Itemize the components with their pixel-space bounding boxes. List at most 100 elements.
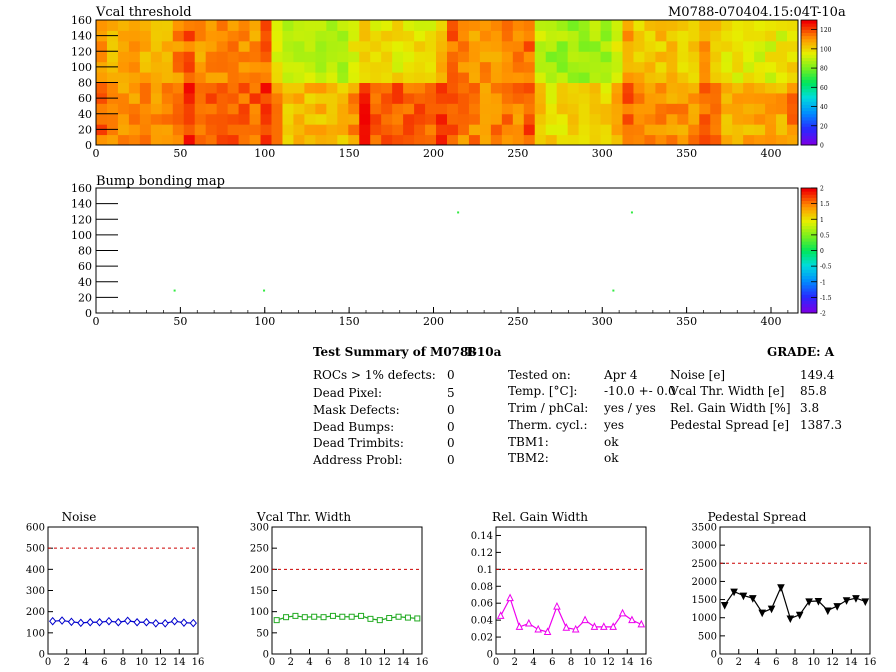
vcal-cell bbox=[205, 30, 218, 42]
bump-palette-cell bbox=[801, 284, 817, 289]
vcal-cell bbox=[117, 61, 130, 73]
vcal-cell bbox=[732, 113, 744, 125]
vcal-cell bbox=[578, 134, 591, 146]
vcal-cell bbox=[699, 124, 711, 136]
vcal-cell bbox=[183, 124, 196, 136]
vcal-cell bbox=[512, 92, 525, 104]
vcal-cell bbox=[304, 61, 316, 73]
vcal-cell bbox=[370, 124, 382, 136]
bump-palette-cell bbox=[801, 275, 817, 280]
vcal-cell bbox=[567, 20, 580, 31]
vcal-cell bbox=[403, 92, 415, 104]
vcal-cell bbox=[765, 40, 777, 52]
vcal-cell bbox=[776, 134, 788, 146]
vcal-cell bbox=[644, 113, 656, 125]
vcal-ytick-label: 140 bbox=[71, 30, 92, 43]
vcal-cell bbox=[227, 124, 240, 136]
vcal-cell bbox=[501, 40, 514, 52]
vcal-cell bbox=[622, 40, 634, 52]
vcal-cell bbox=[589, 134, 602, 146]
small-xtick-label: 8 bbox=[120, 657, 126, 668]
vcal-palette-cell bbox=[801, 110, 817, 115]
vcal-cell bbox=[710, 20, 722, 31]
small-ytick-label: 3000 bbox=[692, 541, 717, 552]
vcal-cell bbox=[260, 82, 272, 94]
vcal-cell bbox=[655, 40, 667, 52]
vcal-cell bbox=[128, 92, 141, 104]
vcal-cell bbox=[293, 103, 305, 115]
bump-palette-label: 2 bbox=[820, 186, 824, 193]
summary-col2-label: TBM1: bbox=[508, 435, 549, 449]
vcal-cell bbox=[348, 113, 360, 125]
vcal-cell bbox=[468, 103, 481, 115]
small-ytick-label: 0 bbox=[39, 650, 45, 661]
vcal-cell bbox=[106, 51, 119, 63]
bump-palette-cell bbox=[801, 300, 817, 305]
summary-col2-value: ok bbox=[604, 451, 619, 465]
vcal-cell bbox=[128, 40, 141, 52]
vcal-cell bbox=[381, 124, 393, 136]
vcal-cell bbox=[326, 30, 338, 42]
vcal-cell bbox=[392, 92, 404, 104]
vcal-cell bbox=[172, 134, 185, 146]
vcal-palette-cell bbox=[801, 95, 817, 99]
bump-palette-cell bbox=[801, 231, 817, 236]
bump-palette-cell bbox=[801, 269, 817, 273]
vcal-cell bbox=[622, 61, 634, 73]
small-point bbox=[562, 623, 571, 631]
vcal-cell bbox=[556, 103, 569, 115]
bump-palette-cell bbox=[801, 228, 817, 233]
vcal-cell bbox=[436, 92, 448, 104]
vcal-cell bbox=[479, 72, 492, 83]
vcal-palette-cell bbox=[801, 141, 817, 146]
small-ytick-label: 200 bbox=[26, 607, 45, 618]
vcal-cell bbox=[194, 30, 207, 42]
vcal-cell bbox=[271, 20, 283, 31]
vcal-cell bbox=[545, 113, 558, 125]
vcal-cell bbox=[534, 61, 547, 73]
vcal-cell bbox=[337, 51, 349, 63]
vcal-cell bbox=[447, 82, 459, 94]
vcal-palette-cell bbox=[801, 70, 817, 74]
vcal-cell bbox=[545, 61, 558, 73]
bump-palette-cell bbox=[801, 250, 817, 255]
vcal-cell bbox=[534, 40, 547, 52]
vcal-cell bbox=[666, 82, 678, 94]
vcal-cell bbox=[479, 113, 492, 125]
small-ytick-label: 250 bbox=[250, 544, 269, 555]
vcal-cell bbox=[150, 103, 163, 115]
vcal-cell bbox=[479, 124, 492, 136]
small-series-line bbox=[724, 585, 866, 620]
vcal-cell bbox=[699, 61, 711, 73]
small-xtick-label: 12 bbox=[602, 657, 615, 668]
bump-palette-cell bbox=[801, 188, 817, 192]
summary-title: Test Summary of M0788 bbox=[313, 345, 477, 359]
vcal-cell bbox=[414, 51, 426, 63]
vcal-cell bbox=[293, 134, 305, 146]
vcal-cell bbox=[765, 82, 777, 94]
vcal-cell bbox=[315, 82, 327, 94]
vcal-cell bbox=[567, 103, 580, 115]
vcal-cell bbox=[425, 61, 437, 73]
vcal-palette-cell bbox=[801, 35, 817, 40]
vcal-cell bbox=[216, 30, 229, 42]
bump-palette-cell bbox=[801, 234, 817, 239]
small-xtick-label: 6 bbox=[549, 657, 555, 668]
vcal-cell bbox=[512, 20, 525, 31]
small-point bbox=[637, 619, 646, 628]
vcal-cell bbox=[677, 51, 689, 63]
bump-ytick-label: 120 bbox=[71, 213, 92, 226]
vcal-cell bbox=[457, 113, 470, 125]
bump-palette-cell bbox=[801, 278, 817, 283]
vcal-cell bbox=[479, 92, 492, 104]
vcal-cell bbox=[732, 40, 744, 52]
vcal-cell bbox=[787, 72, 799, 83]
vcal-cell bbox=[512, 30, 525, 42]
vcal-cell bbox=[710, 134, 722, 146]
vcal-cell bbox=[260, 40, 272, 52]
vcal-cell bbox=[468, 30, 481, 42]
summary-grade: GRADE: A bbox=[767, 345, 835, 359]
vcal-cell bbox=[96, 103, 108, 115]
vcal-xtick-label: 200 bbox=[423, 147, 444, 160]
vcal-cell bbox=[710, 124, 722, 136]
